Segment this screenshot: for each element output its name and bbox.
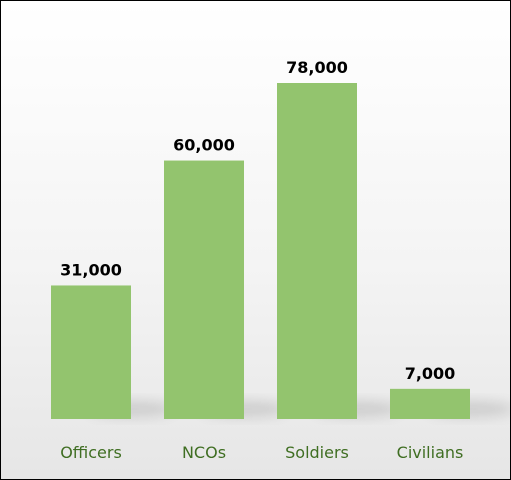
- x-tick-label: Civilians: [397, 443, 464, 462]
- value-label: 60,000: [173, 136, 235, 155]
- bar: [277, 83, 357, 419]
- value-label: 31,000: [60, 260, 122, 279]
- x-tick-label: NCOs: [182, 443, 226, 462]
- value-label: 78,000: [286, 58, 348, 77]
- x-tick-label: Officers: [60, 443, 122, 462]
- bar: [390, 388, 470, 419]
- value-label: 7,000: [405, 364, 456, 383]
- x-tick-label: Soldiers: [285, 443, 349, 462]
- bar: [164, 160, 244, 420]
- bar: [51, 285, 131, 419]
